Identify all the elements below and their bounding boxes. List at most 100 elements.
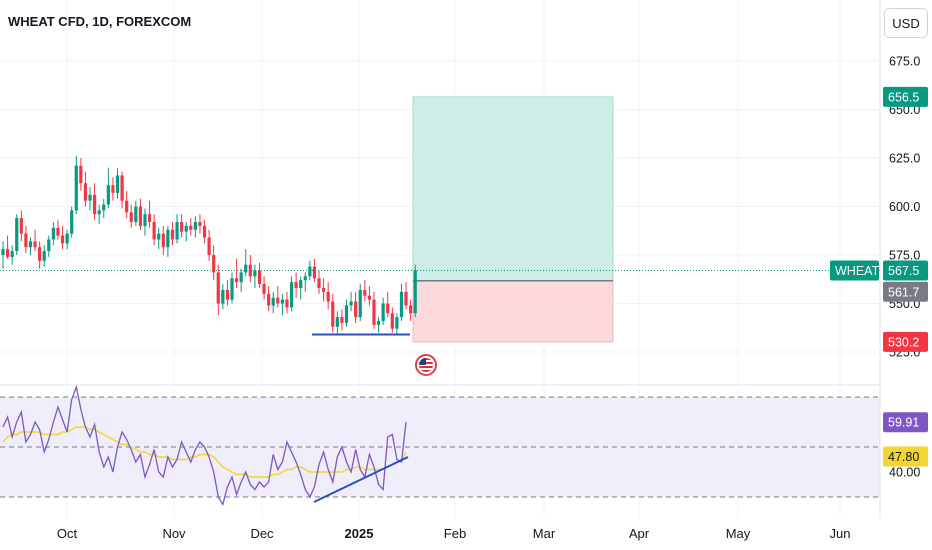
svg-text:WHEAT: WHEAT xyxy=(835,264,880,278)
candle xyxy=(399,284,404,321)
candle-body xyxy=(138,206,142,226)
candle xyxy=(409,299,413,321)
candle xyxy=(88,187,92,211)
candle xyxy=(129,204,133,228)
candle xyxy=(120,171,124,209)
candle xyxy=(413,264,417,318)
candle-body xyxy=(65,233,69,244)
svg-text:59.91: 59.91 xyxy=(888,416,919,430)
candle xyxy=(344,299,349,327)
svg-text:567.5: 567.5 xyxy=(888,264,919,278)
entry-price-badge: 561.7 xyxy=(883,281,928,302)
candle-body xyxy=(317,278,321,288)
candle xyxy=(111,177,115,201)
candle xyxy=(65,229,69,250)
candle-body xyxy=(381,303,385,321)
candle xyxy=(202,220,207,244)
candle-body xyxy=(413,270,417,314)
candle-body xyxy=(189,225,193,230)
stop-price-badge: 530.2 xyxy=(883,331,928,352)
candle xyxy=(257,262,262,288)
rsi-divergence-trendline[interactable] xyxy=(313,456,409,503)
price-tick-label: 625.0 xyxy=(889,152,920,166)
candle xyxy=(38,241,42,269)
candle xyxy=(230,272,234,304)
rsi-tick-label: 40.00 xyxy=(889,466,920,480)
candle xyxy=(317,270,321,294)
rsi-value-badge: 59.91 xyxy=(883,412,928,433)
candle xyxy=(28,237,33,255)
candle-body xyxy=(33,241,37,248)
candle-body xyxy=(239,272,243,283)
candle xyxy=(326,282,330,310)
time-tick-label: Apr xyxy=(629,526,650,541)
candle-body xyxy=(244,264,248,273)
candle-body xyxy=(207,237,211,255)
time-axis[interactable]: Oct Nov Dec 2025 Feb Mar Apr May Jun xyxy=(57,526,851,541)
candle-body xyxy=(363,289,367,296)
candle xyxy=(404,282,408,310)
candle-body xyxy=(262,284,266,294)
candle-body xyxy=(175,222,179,240)
candle-body xyxy=(161,233,165,248)
candle xyxy=(10,245,14,265)
symbol-badge: WHEAT xyxy=(830,260,880,281)
candle xyxy=(19,210,23,242)
candle-body xyxy=(147,214,152,223)
candle xyxy=(184,222,188,242)
rsi-axis[interactable]: 40.00 xyxy=(889,466,920,480)
candle xyxy=(340,309,344,331)
svg-text:561.7: 561.7 xyxy=(888,285,919,299)
candle xyxy=(253,264,257,288)
candle xyxy=(322,278,326,302)
candle xyxy=(93,183,97,221)
candle-body xyxy=(180,222,184,232)
candle xyxy=(225,280,230,306)
long-position-target-zone[interactable] xyxy=(412,96,614,282)
candle-body xyxy=(129,212,133,223)
candle xyxy=(376,317,381,333)
us-flag-event-icon[interactable] xyxy=(415,354,437,376)
time-tick-label: 2025 xyxy=(345,526,374,541)
candle xyxy=(308,260,312,281)
candle xyxy=(354,291,358,323)
candle-body xyxy=(253,270,257,277)
time-tick-label: Dec xyxy=(250,526,274,541)
candle xyxy=(102,198,106,219)
candle-body xyxy=(358,289,362,318)
long-position-stop-zone[interactable] xyxy=(412,280,614,343)
candle-body xyxy=(404,291,408,306)
candle xyxy=(289,276,294,312)
candle-body xyxy=(134,206,138,223)
candle-body xyxy=(216,272,220,304)
candle-body xyxy=(120,175,124,201)
candle xyxy=(51,222,55,246)
candle xyxy=(56,220,60,240)
candle xyxy=(5,235,10,259)
candlestick-series xyxy=(1,156,417,335)
candle xyxy=(216,264,220,316)
candle-body xyxy=(212,255,216,273)
candle-body xyxy=(294,282,298,288)
last-price-badge: 567.5 xyxy=(883,260,928,281)
candle-body xyxy=(102,204,106,211)
candle xyxy=(47,235,51,257)
candle-body xyxy=(83,183,88,201)
candle-body xyxy=(372,299,376,325)
candle xyxy=(170,222,175,246)
candle xyxy=(367,286,371,306)
candle-body xyxy=(111,185,115,193)
candle-body xyxy=(280,299,284,304)
candle-body xyxy=(289,282,294,308)
candle-body xyxy=(344,305,349,323)
rsi-line xyxy=(2,384,407,507)
svg-text:47.80: 47.80 xyxy=(888,450,919,464)
currency-button[interactable]: USD xyxy=(884,8,928,38)
candle-body xyxy=(15,218,19,252)
candle xyxy=(15,214,19,255)
candle-body xyxy=(5,249,10,257)
candle xyxy=(180,214,184,238)
candle-body xyxy=(386,303,390,314)
candle-body xyxy=(276,297,280,304)
